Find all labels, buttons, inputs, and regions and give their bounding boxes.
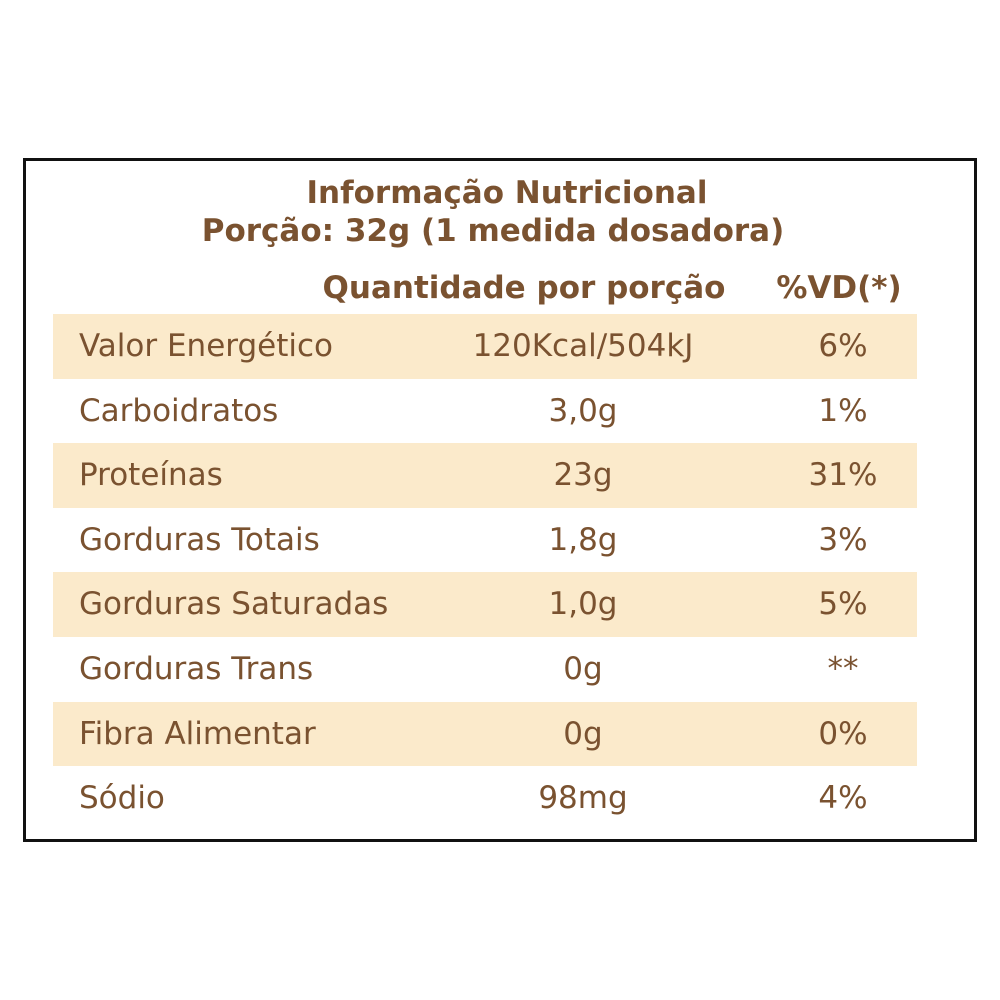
nutrient-daily-value: ** (827, 650, 859, 687)
nutrient-daily-value: 5% (818, 586, 868, 623)
nutrient-amount: 1,0g (548, 586, 618, 623)
table-row: Gorduras Totais 1,8g 3% (53, 508, 917, 573)
nutrient-amount: 23g (553, 457, 613, 494)
nutrient-daily-value: 6% (818, 328, 868, 364)
nutrient-amount: 98mg (538, 780, 628, 817)
nutrition-title: Informação Nutricional (306, 175, 708, 211)
nutrient-name: Carboidratos (79, 392, 279, 429)
table-row: Fibra Alimentar 0g 0% (53, 701, 917, 767)
nutrient-daily-value: 1% (818, 392, 868, 429)
column-header-quantity: Quantidade por porção (322, 270, 726, 306)
nutrient-daily-value: 31% (808, 457, 878, 494)
nutrient-daily-value: 4% (818, 780, 868, 817)
table-row: Gorduras Saturadas 1,0g 5% (53, 572, 917, 637)
nutrient-name: Gorduras Saturadas (79, 586, 389, 623)
nutrient-name: Proteínas (79, 457, 223, 494)
nutrition-facts-panel: Informação Nutricional Porção: 32g (1 me… (23, 158, 977, 842)
table-row: Sódio 98mg 4% (53, 766, 917, 831)
table-row: Gorduras Trans 0g ** (53, 637, 917, 702)
table-row: Proteínas 23g 31% (53, 443, 917, 508)
nutrient-amount: 3,0g (548, 392, 618, 429)
column-header-daily-value: %VD(*) (776, 270, 902, 306)
nutrient-daily-value: 3% (818, 521, 868, 558)
nutrient-daily-value: 0% (818, 715, 868, 752)
nutrient-name: Sódio (79, 780, 165, 817)
nutrient-name: Gorduras Totais (79, 521, 320, 558)
nutrient-name: Valor Energético (79, 328, 334, 364)
nutrient-name: Gorduras Trans (79, 650, 314, 687)
nutrient-name: Fibra Alimentar (79, 715, 316, 752)
table-row: Carboidratos 3,0g 1% (53, 379, 917, 444)
nutrient-table: Valor Energético 120Kcal/504kJ 6% Carboi… (53, 314, 917, 831)
nutrient-amount: 0g (563, 650, 603, 687)
nutrient-amount: 120Kcal/504kJ (472, 328, 694, 364)
nutrient-amount: 0g (563, 715, 603, 752)
table-row: Valor Energético 120Kcal/504kJ 6% (53, 314, 917, 379)
serving-size: Porção: 32g (1 medida dosadora) (201, 213, 785, 249)
nutrient-amount: 1,8g (548, 521, 618, 558)
